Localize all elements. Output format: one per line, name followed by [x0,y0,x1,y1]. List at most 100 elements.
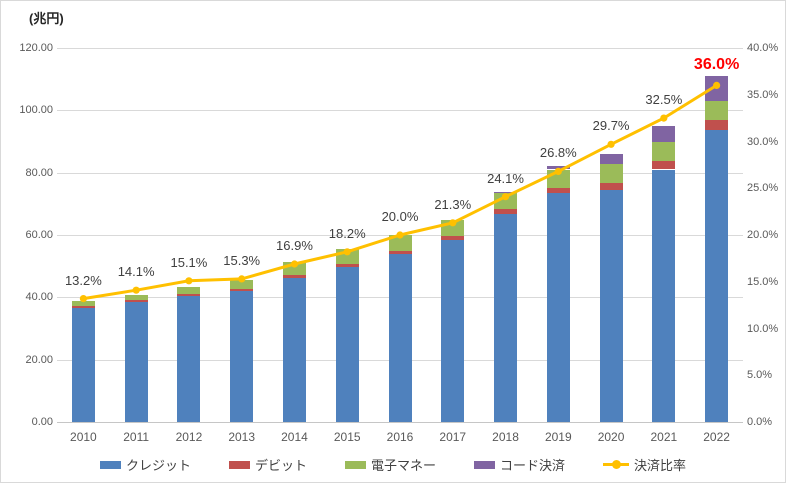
right-axis-tick: 35.0% [747,88,779,101]
bar-segment-デビット [705,119,728,130]
x-axis-line [57,422,743,423]
bar-segment-デビット [652,160,675,170]
gridline [57,110,743,111]
legend-label: 電子マネー [370,458,436,473]
left-axis-tick: 0.00 [31,416,53,428]
bar-segment-クレジット [494,214,517,422]
bar-segment-コード決済 [652,125,675,143]
bar-segment-電子マネー [336,249,359,264]
right-axis-tick: 40.0% [747,42,779,54]
bar-segment-クレジット [125,302,148,422]
bar-segment-クレジット [547,193,570,422]
bar-segment-デビット [600,183,623,190]
bar-segment-デビット [177,293,200,296]
gridline [57,48,743,49]
left-axis-tick: 40.00 [25,291,53,304]
right-axis-tick: 10.0% [747,322,779,335]
bar-segment-コード決済 [547,166,570,170]
bar-segment-電子マネー [600,164,623,183]
bar-segment-電子マネー [230,279,253,289]
bar-segment-クレジット [389,254,412,422]
x-axis-label: 2014 [281,430,308,444]
legend-item-クレジット: クレジット [99,455,191,474]
legend-swatch-icon [344,460,366,469]
bar-segment-デビット [125,300,148,302]
x-axis-label: 2018 [492,430,519,444]
left-axis-unit-label: (兆円) [29,11,64,26]
bar-segment-デビット [547,187,570,194]
ratio-label: 29.7% [592,118,630,134]
ratio-label: 26.8% [539,145,577,161]
legend-item-決済比率: 決済比率 [603,455,686,474]
ratio-marker [132,286,140,294]
bar-segment-クレジット [230,291,253,422]
ratio-label: 21.3% [434,196,472,212]
legend-item-電子マネー: 電子マネー [344,455,436,474]
bar-segment-電子マネー [441,219,464,237]
bar-segment-デビット [494,209,517,215]
x-axis-label: 2022 [703,430,730,444]
ratio-label: 15.1% [170,254,208,270]
gridline [57,173,743,174]
right-axis-tick: 30.0% [747,135,779,148]
bar-segment-コード決済 [494,191,517,193]
legend-line-marker-icon [603,460,630,469]
bar-segment-クレジット [705,129,728,422]
bar-segment-電子マネー [72,301,95,307]
right-axis-tick: 15.0% [747,275,779,288]
bar-segment-クレジット [441,240,464,422]
ratio-label: 20.0% [381,209,419,224]
ratio-label: 32.5% [645,92,683,108]
ratio-marker [607,140,615,148]
legend-label: デビット [254,458,307,473]
left-axis-tick: 120.00 [19,42,53,54]
bar-segment-電子マネー [283,262,306,275]
bar-segment-電子マネー [125,294,148,301]
ratio-label-highlight: 36.0% [693,56,740,74]
ratio-marker [660,114,668,122]
legend-swatch-icon [228,460,250,469]
legend-item-コード決済: コード決済 [474,455,565,474]
bar-segment-デビット [283,274,306,278]
left-axis-tick: 60.00 [25,229,53,241]
ratio-label: 15.3% [223,252,261,268]
x-axis-label: 2015 [333,430,361,444]
bar-segment-デビット [336,263,359,267]
right-axis-tick: 0.0% [747,416,773,428]
bar-segment-クレジット [72,307,95,422]
right-axis-tick: 25.0% [747,182,779,195]
legend-item-デビット: デビット [228,455,307,474]
bar-segment-クレジット [336,266,359,422]
bar-segment-コード決済 [705,76,728,101]
chart-legend: クレジット デビット 電子マネー コード決済 決済比率 [1,455,785,474]
bar-segment-デビット [441,236,464,240]
bar-segment-コード決済 [600,154,623,165]
x-axis-label: 2017 [439,430,467,444]
legend-label: 決済比率 [634,458,687,473]
bar-segment-電子マネー [494,192,517,210]
bar-segment-電子マネー [177,287,200,294]
bar-segment-クレジット [177,295,200,422]
right-axis-tick: 20.0% [747,229,779,241]
x-axis-label: 2019 [544,430,572,444]
x-axis-label: 2016 [386,430,414,444]
ratio-label: 13.2% [64,272,102,288]
left-axis-tick: 100.00 [19,104,53,117]
x-axis-label: 2010 [70,430,97,444]
ratio-marker [185,277,193,285]
ratio-label: 14.1% [117,264,155,280]
x-axis-label: 2013 [228,430,256,444]
bar-segment-デビット [72,306,95,308]
bar-segment-電子マネー [652,142,675,161]
x-axis-label: 2012 [175,430,203,444]
x-axis-label: 2021 [650,430,678,444]
bar-segment-クレジット [600,189,623,422]
right-axis-tick: 5.0% [747,369,773,382]
left-axis-tick: 20.00 [25,353,53,366]
legend-swatch-icon [474,460,495,469]
bar-segment-電子マネー [389,234,412,251]
bar-segment-デビット [230,288,253,292]
bar-segment-クレジット [283,277,306,422]
ratio-label: 24.1% [487,170,524,186]
